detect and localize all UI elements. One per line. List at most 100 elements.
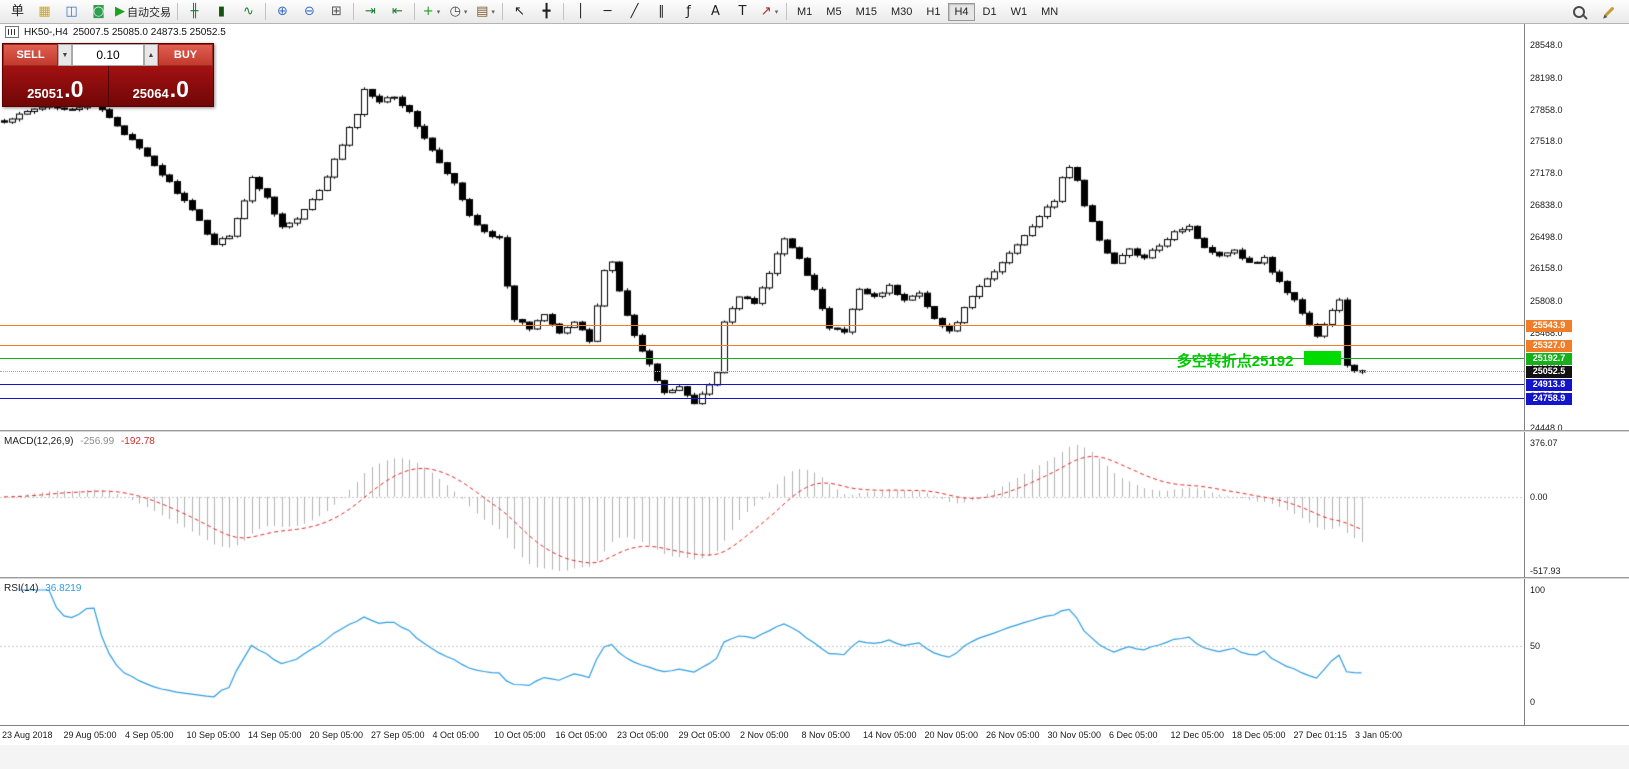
panel-splitter-macd[interactable] <box>0 430 1629 432</box>
timeframe-mn[interactable]: MN <box>1041 5 1059 18</box>
trendline-button[interactable]: ╱ <box>621 1 648 23</box>
time-axis-label: 10 Oct 05:00 <box>494 730 546 740</box>
equidistant-channel-button[interactable]: ∥ <box>648 1 675 23</box>
timeframe-m15[interactable]: M15 <box>855 5 877 18</box>
buy-button[interactable]: BUY <box>158 44 213 66</box>
toolbar-separator <box>414 3 415 20</box>
volume-input[interactable] <box>72 44 144 66</box>
market-watch-icon: ◫ <box>65 4 78 19</box>
templates-icon: ▤ <box>476 4 489 19</box>
price-scale[interactable]: 28548.0 28198.0 27858.0 27518.0 27178.0 26838… <box>1524 24 1629 725</box>
indicators-button[interactable]: + ▾ <box>418 1 445 23</box>
toolbar-separator <box>177 3 178 20</box>
macd-canvas[interactable] <box>0 433 1524 577</box>
chart-ohlc-values: 25007.5 25085.0 24873.5 25052.5 <box>72 26 226 38</box>
y-axis-label: 25128.0 <box>1530 359 1563 370</box>
macd-scale-label: -517.93 <box>1530 566 1561 576</box>
vertical-line-button[interactable]: │ <box>567 1 594 23</box>
time-axis-label: 4 Oct 05:00 <box>432 730 480 740</box>
y-axis-label: 24448.0 <box>1530 423 1563 434</box>
chart-window: HK50-,H4 25007.5 25085.0 24873.5 25052.5… <box>0 24 1629 769</box>
time-axis[interactable]: 23 Aug 2018 29 Aug 05:00 4 Sep 05:00 10 Sep… <box>0 725 1629 745</box>
volume-increase-button[interactable]: ▲ <box>144 44 158 66</box>
text-button[interactable]: A <box>702 1 729 23</box>
tile-windows-icon: ⊞ <box>331 4 342 19</box>
horizontal-line-25327.0[interactable] <box>0 344 1524 346</box>
timeframe-d1[interactable]: D1 <box>982 5 997 18</box>
text-label-button[interactable]: T <box>729 1 756 23</box>
time-axis-label: 29 Aug 05:00 <box>63 730 117 740</box>
timeframe-m30[interactable]: M30 <box>890 5 913 18</box>
market-watch-button[interactable]: ◫ <box>58 1 85 23</box>
annotation-text[interactable]: 多空转折点25192 <box>1176 352 1294 370</box>
time-axis-label: 27 Dec 01:15 <box>1293 730 1348 740</box>
main-chart-canvas[interactable] <box>0 38 1524 430</box>
volume-decrease-button[interactable]: ▼ <box>58 44 72 66</box>
sell-price[interactable]: 25051.0 <box>3 66 108 106</box>
panel-splitter-rsi[interactable] <box>0 577 1629 579</box>
navigator-button[interactable]: ◙ <box>85 1 112 23</box>
time-axis-label: 16 Oct 05:00 <box>555 730 608 740</box>
zoom-out-button[interactable]: ⊖ <box>296 1 323 23</box>
toolbar-separator <box>353 3 354 20</box>
y-axis-label: 28198.0 <box>1530 72 1563 83</box>
horizontal-line-25192.7[interactable] <box>0 357 1524 359</box>
chart-shift-button[interactable]: ⇤ <box>384 1 411 23</box>
rsi-scale-label: 0 <box>1530 697 1536 707</box>
time-axis-label: 6 Dec 05:00 <box>1109 730 1158 740</box>
time-axis-label: 14 Nov 05:00 <box>863 730 917 740</box>
time-axis-label: 4 Sep 05:00 <box>125 730 174 740</box>
text-icon: A <box>711 4 720 19</box>
autotrading-button-label: 自动交易 <box>127 6 171 19</box>
timeframe-w1[interactable]: W1 <box>1010 5 1028 18</box>
edit-button[interactable] <box>1596 1 1623 23</box>
timeframe-h1[interactable]: H1 <box>926 5 941 18</box>
arrow-tools-button[interactable]: ↗ ▾ <box>756 1 783 23</box>
highlight-rectangle[interactable] <box>1303 351 1341 365</box>
fibonacci-button[interactable]: ƒ <box>675 1 702 23</box>
buy-price[interactable]: 25064.0 <box>107 66 213 106</box>
macd-value-signal: -192.78 <box>120 436 155 447</box>
y-axis-label: 26498.0 <box>1530 231 1563 242</box>
indicators-icon: + <box>422 4 434 19</box>
candlestick-chart-icon: ▮ <box>217 4 226 19</box>
timeframe-m1[interactable]: M1 <box>797 5 813 18</box>
zoom-in-button[interactable]: ⊕ <box>269 1 296 23</box>
search-button[interactable] <box>1565 1 1592 23</box>
sell-button[interactable]: SELL <box>3 44 58 66</box>
templates-button[interactable]: ▤ ▾ <box>472 1 499 23</box>
chevron-down-icon: ▾ <box>436 7 441 16</box>
timeframe-m5[interactable]: M5 <box>826 5 842 18</box>
autotrading-button[interactable]: ▶ 自动交易 <box>112 1 174 23</box>
periods-button[interactable]: ◷ ▾ <box>445 1 472 23</box>
crosshair-button[interactable]: ╋ <box>533 1 560 23</box>
sell-price-big: .0 <box>64 76 84 103</box>
horizontal-line-25052.5[interactable] <box>0 370 1524 372</box>
timeframe-h4[interactable]: H4 <box>948 2 975 21</box>
horizontal-line-24758.9[interactable] <box>0 398 1524 399</box>
search-icon <box>1572 5 1585 18</box>
tile-windows-button[interactable]: ⊞ <box>323 1 350 23</box>
price-tag-25192.7: 25192.7 <box>1526 352 1572 365</box>
candlestick-chart-button[interactable]: ▮ <box>208 1 235 23</box>
horizontal-line-24913.8[interactable] <box>0 383 1524 385</box>
text-label-icon: T <box>738 4 747 19</box>
new-order-icon: 单 <box>10 4 24 19</box>
rsi-canvas[interactable] <box>0 580 1524 725</box>
horizontal-line-25543.9[interactable] <box>0 324 1524 326</box>
time-axis-label: 18 Dec 05:00 <box>1232 730 1286 740</box>
line-chart-button[interactable]: ∿ <box>235 1 262 23</box>
auto-scroll-button[interactable]: ⇥ <box>357 1 384 23</box>
toolbar-separator <box>265 3 266 20</box>
bar-chart-icon: ╫ <box>190 4 199 19</box>
y-axis-label: 25808.0 <box>1530 296 1563 307</box>
y-axis-label: 26838.0 <box>1530 199 1563 210</box>
status-strip <box>0 745 1629 769</box>
cursor-icon: ↖ <box>514 4 525 19</box>
cursor-button[interactable]: ↖ <box>506 1 533 23</box>
new-order-button[interactable]: 单 <box>4 1 31 23</box>
horizontal-line-button[interactable]: ─ <box>594 1 621 23</box>
profiles-button[interactable]: ▦ <box>31 1 58 23</box>
bar-chart-button[interactable]: ╫ <box>181 1 208 23</box>
time-axis-label: 30 Nov 05:00 <box>1047 730 1102 740</box>
